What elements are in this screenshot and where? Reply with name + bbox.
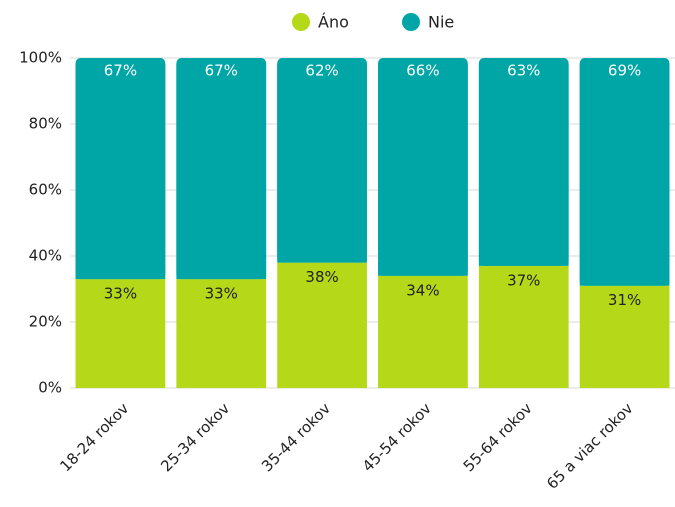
value-label: 34% [406, 281, 439, 299]
y-tick-label: 20% [29, 313, 62, 331]
bar-segment-fill [579, 64, 670, 286]
value-label: 69% [608, 62, 641, 80]
bar-segment [176, 279, 267, 388]
bar-segment-fill [478, 64, 569, 266]
bar-segment [478, 265, 569, 388]
value-label: 38% [305, 268, 338, 286]
bar-segment [75, 279, 166, 388]
value-label: 66% [406, 62, 439, 80]
value-label: 37% [507, 271, 540, 289]
y-tick-label: 40% [29, 247, 62, 265]
legend-swatch [402, 13, 420, 31]
x-tick-label: 55-64 rokov [460, 399, 536, 475]
x-tick-label: 25-34 rokov [157, 399, 233, 475]
x-tick-label: 65 a viac rokov [543, 399, 637, 493]
bar-segment-fill [378, 64, 468, 276]
bar-segment [378, 275, 468, 388]
y-tick-label: 0% [38, 379, 62, 397]
x-tick-label: 18-24 rokov [56, 399, 132, 475]
y-tick-label: 80% [29, 115, 62, 133]
value-label: 33% [205, 285, 238, 303]
bar-segment-fill [277, 64, 367, 263]
bar-segment-fill [75, 64, 166, 280]
x-tick-label: 35-44 rokov [258, 399, 334, 475]
y-tick-label: 100% [19, 49, 62, 67]
bar-segment [277, 262, 367, 388]
bar-segment [579, 285, 670, 388]
value-label: 33% [104, 285, 137, 303]
x-tick-label: 45-54 rokov [359, 399, 435, 475]
y-tick-label: 60% [29, 181, 62, 199]
value-label: 31% [608, 291, 641, 309]
value-label: 67% [104, 62, 137, 80]
legend-swatch [292, 13, 310, 31]
value-label: 63% [507, 62, 540, 80]
bar-segment-fill [176, 64, 267, 280]
legend-label: Áno [318, 13, 349, 32]
legend-label: Nie [428, 13, 454, 32]
value-label: 67% [205, 62, 238, 80]
value-label: 62% [305, 62, 338, 80]
